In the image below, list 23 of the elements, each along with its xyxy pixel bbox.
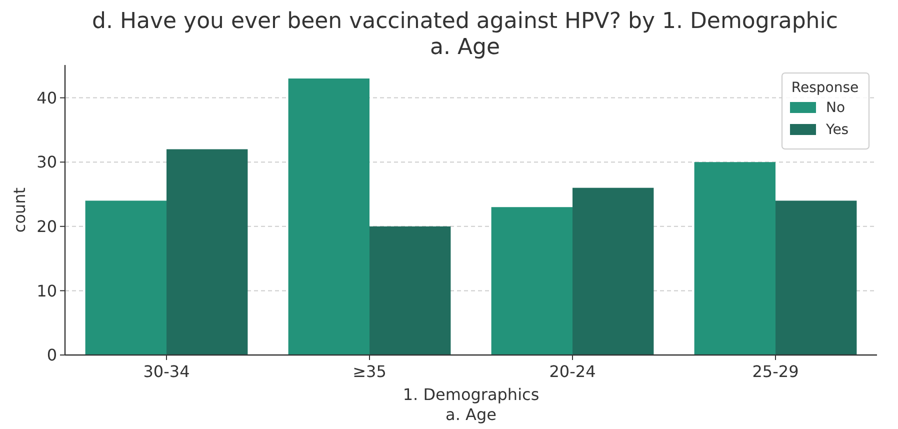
bar — [694, 162, 776, 355]
bar — [288, 78, 370, 355]
x-tick-label: ≥35 — [352, 362, 386, 381]
bar — [776, 200, 857, 355]
bar — [572, 188, 654, 355]
y-tick-label: 30 — [36, 152, 57, 172]
legend-label: Yes — [825, 122, 849, 138]
y-axis-title: count — [10, 187, 29, 233]
x-tick-label: 20-24 — [549, 362, 596, 381]
bar — [166, 149, 248, 355]
bar — [491, 207, 572, 355]
bar — [85, 200, 166, 355]
legend-title: Response — [791, 80, 859, 96]
bar — [370, 226, 451, 355]
y-tick-label: 40 — [36, 88, 57, 108]
y-tick-label: 20 — [36, 216, 57, 236]
x-tick-label: 30-34 — [143, 362, 190, 381]
x-tick-label: 25-29 — [752, 362, 799, 381]
y-tick-label: 0 — [46, 346, 57, 365]
y-tick-label: 10 — [36, 281, 57, 300]
legend-label: No — [826, 100, 846, 116]
x-axis-title: 1. Demographics a. Age — [402, 385, 540, 424]
chart-title: d. Have you ever been vaccinated against HPV? by 1. Demographic a. Age — [92, 9, 838, 60]
